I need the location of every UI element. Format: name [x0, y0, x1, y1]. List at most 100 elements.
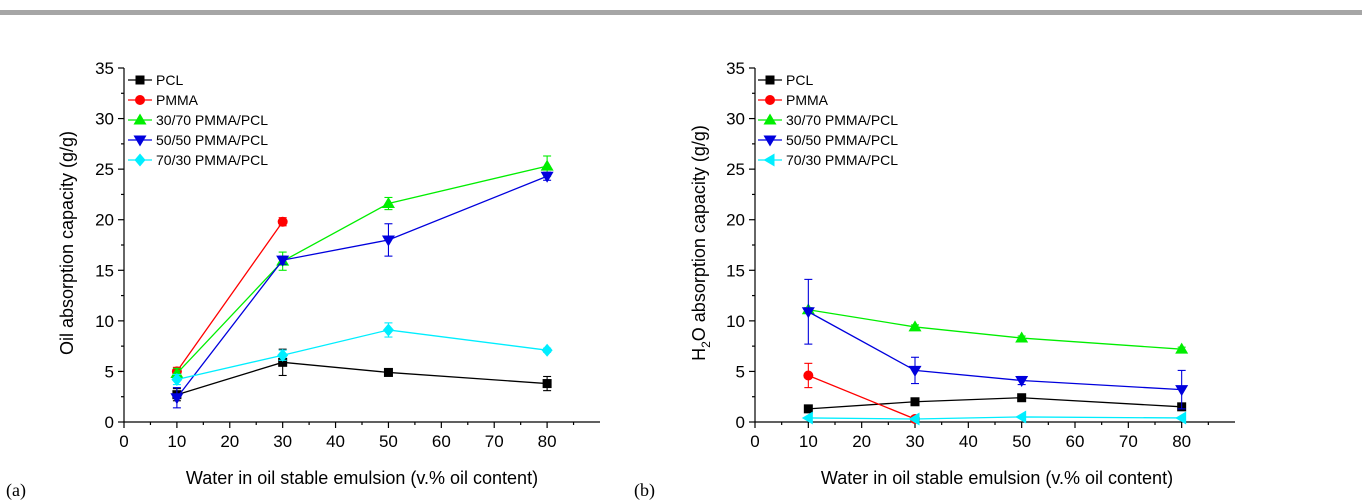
panel-a-data-point	[171, 373, 183, 387]
panel-b-x-tick-label: 60	[1066, 432, 1085, 451]
panel-a-x-tick-label: 30	[273, 432, 292, 451]
panel-a-series-line	[176, 329, 548, 381]
panel-a-data-point	[540, 159, 554, 171]
panel-b-y-tick-label: 35	[726, 59, 745, 78]
panel-a-x-tick-label: 0	[119, 432, 128, 451]
panel-b-legend-entry: PCL	[758, 72, 813, 88]
panel-a-data-point	[277, 216, 288, 227]
panel-b-series-line	[808, 311, 1182, 391]
panel-b-x-axis-label: Water in oil stable emulsion (v.% oil co…	[821, 468, 1173, 488]
panel-a-legend-entry: PCL	[128, 72, 183, 88]
panel-a-legend-label: 50/50 PMMA/PCL	[156, 132, 268, 148]
panel-a-x-tick-label: 50	[379, 432, 398, 451]
panel-a-data-point	[381, 235, 395, 247]
panel-a-series-line	[176, 361, 548, 396]
panel-b-series-line	[808, 416, 1182, 420]
panel-a-legend-entry: 30/70 PMMA/PCL	[128, 112, 268, 128]
panel-a-legend-entry: 50/50 PMMA/PCL	[128, 132, 268, 148]
panel-a-data-point	[542, 379, 552, 389]
panel-a-legend-marker	[135, 95, 145, 105]
panel-a-data-point	[276, 255, 290, 267]
panel-b-x-tick-label: 10	[799, 432, 818, 451]
panel-b-series-5	[801, 410, 1187, 426]
panel-a-legend-label: 30/70 PMMA/PCL	[156, 112, 268, 128]
panel-b-data-point	[1017, 393, 1027, 403]
panel-b-legend-label: 50/50 PMMA/PCL	[786, 132, 898, 148]
panel-a-label: (a)	[6, 480, 26, 501]
panel-a-y-tick-label: 0	[105, 413, 114, 432]
panel-a-series-line	[176, 221, 284, 372]
panel-b-series-3	[801, 303, 1189, 354]
panel-a-data-point	[170, 366, 184, 378]
panel-b-x-tick-label: 0	[750, 432, 759, 451]
panel-a-y-tick-label: 30	[95, 110, 114, 129]
panel-b-y-tick-label: 0	[736, 413, 745, 432]
panel-a-series-1	[172, 348, 552, 402]
panel-a-y-axis-label: Oil absorption capacity (g/g)	[57, 131, 77, 355]
panel-a-x-tick-label: 40	[326, 432, 345, 451]
panel-b-x-tick-label: 30	[906, 432, 925, 451]
panel-b-x-tick-label: 40	[959, 432, 978, 451]
panel-b-data-point	[1015, 376, 1029, 388]
panel-b-data-point	[1015, 331, 1029, 343]
panel-a-legend-marker	[135, 75, 145, 85]
panel-a-y-tick-label: 35	[95, 59, 114, 78]
panel-b-legend-entry: PMMA	[758, 92, 829, 108]
panel-b-data-point	[801, 411, 813, 425]
panel-b-y-axis-label: H2O absorption capacity (g/g)	[689, 125, 713, 361]
panel-a-legend-entry: PMMA	[128, 92, 199, 108]
panel-a-legend-marker	[133, 113, 147, 125]
panel-b-data-point	[1015, 410, 1027, 424]
panel-b-legend-entry: 50/50 PMMA/PCL	[758, 132, 898, 148]
panel-b-data-point	[803, 404, 813, 414]
panel-b-legend-marker	[763, 153, 775, 167]
panel-b-legend-label: 30/70 PMMA/PCL	[786, 112, 898, 128]
panel-a-y-axis-label-main: Oil absorption capacity (g/g)	[57, 131, 77, 355]
panel-a-data-point	[278, 357, 288, 367]
panel-a-y-tick-label: 15	[95, 261, 114, 280]
panel-b-data-point	[1175, 411, 1187, 425]
panel-b-data-point	[803, 370, 814, 381]
panel-a-data-point	[170, 393, 184, 405]
panel-a-x-tick-label: 10	[167, 432, 186, 451]
panel-b-y-tick-label: 5	[736, 362, 745, 381]
panel-b-legend-entry: 70/30 PMMA/PCL	[758, 152, 898, 168]
panel-a-y-tick-label: 10	[95, 312, 114, 331]
panel-b-y-axis-label-main: H	[689, 348, 709, 361]
panel-a: (a) Water in oil stable emulsion (v.% oi…	[6, 59, 600, 501]
panel-b-legend-marker	[763, 113, 777, 125]
panel-b-data-point	[908, 412, 920, 426]
panel-b-data-point	[910, 397, 920, 407]
panel-a-series-line	[176, 175, 548, 399]
panel-a-data-point	[383, 367, 393, 377]
panel-b-x-tick-label: 20	[852, 432, 871, 451]
panel-a-data-point	[540, 171, 554, 183]
panel-a-series-5	[171, 322, 553, 387]
panel-b-y-axis-label-rest: O absorption capacity (g/g)	[689, 125, 709, 341]
panel-b-x-tick-label: 80	[1172, 432, 1191, 451]
panel-b-y-axis-label-sub: 2	[699, 341, 713, 348]
panel-b-data-point	[908, 320, 922, 332]
panel-b-label: (b)	[634, 480, 655, 501]
panel-a-data-point	[541, 343, 553, 357]
panel-b-legend-label: PMMA	[786, 92, 829, 108]
panel-b-legend-entry: 30/70 PMMA/PCL	[758, 112, 898, 128]
panel-b-legend-label: 70/30 PMMA/PCL	[786, 152, 898, 168]
panel-a-legend-entry: 70/30 PMMA/PCL	[128, 152, 268, 168]
panel-b-series-2	[803, 362, 920, 424]
panel-a-y-tick-label: 25	[95, 160, 114, 179]
panel-a-x-tick-label: 20	[220, 432, 239, 451]
panel-a-x-axis-label: Water in oil stable emulsion (v.% oil co…	[186, 468, 538, 488]
panel-a-y-tick-label: 20	[95, 211, 114, 230]
panel-a-x-tick-label: 80	[538, 432, 557, 451]
panel-b-y-tick-label: 25	[726, 160, 745, 179]
panel-b-legend-marker	[765, 95, 775, 105]
panel-a-y-tick-label: 5	[105, 362, 114, 381]
panel-a-series-2	[171, 216, 288, 377]
panel-a-x-tick-label: 60	[432, 432, 451, 451]
panel-b-y-tick-label: 20	[726, 211, 745, 230]
panel-a-series-3	[170, 155, 554, 380]
top-divider-bar	[0, 10, 1362, 15]
panel-b-legend-label: PCL	[786, 72, 813, 88]
